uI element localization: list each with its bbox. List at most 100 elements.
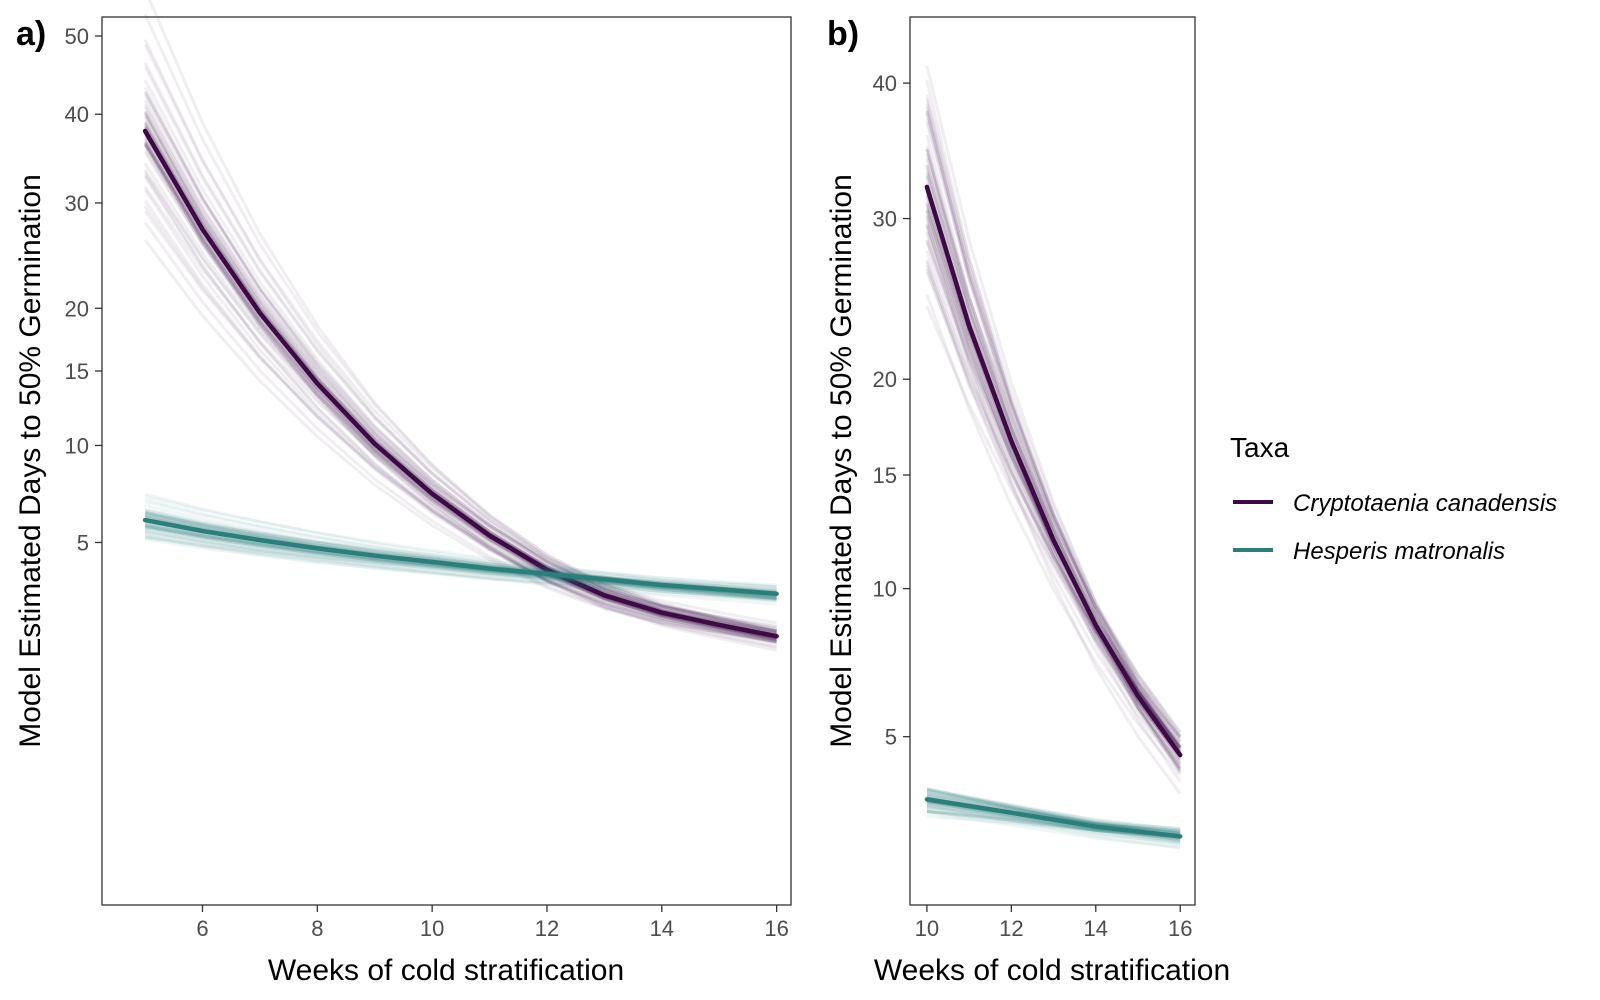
- legend-title: Taxa: [1230, 432, 1290, 463]
- panel-b-cryptotaenia-draw-line: [925, 293, 1182, 776]
- panel-b-cryptotaenia-draw-line: [925, 191, 1182, 734]
- panel-a-cryptotaenia-draw-line: [143, 144, 777, 641]
- panel-b-cryptotaenia-draw-line: [925, 157, 1182, 737]
- panel-a-x-tick-label: 10: [420, 916, 444, 941]
- panel-b-hesperis-draw-line: [926, 795, 1181, 833]
- panel-b-cryptotaenia-draw-line: [925, 106, 1182, 770]
- panel-b-cryptotaenia-draw-line: [925, 134, 1182, 772]
- panel-a-hesperis-draw-line: [144, 531, 777, 597]
- panel-b-cryptotaenia-draw-line: [925, 225, 1182, 759]
- panel-a-cryptotaenia-mean-line: [142, 128, 779, 639]
- panel-b-y-tick-label: 40: [873, 71, 897, 96]
- panel-b-hesperis-draw-line: [926, 805, 1181, 841]
- panel-a-hesperis-draw-line: [144, 495, 777, 594]
- panel-b-cryptotaenia-draw-line: [925, 110, 1182, 774]
- panel-b-y-tick-label: 20: [873, 367, 897, 392]
- panel-a-hesperis-draw-line: [144, 511, 777, 592]
- panel-b-cryptotaenia-draw-line: [925, 153, 1182, 743]
- panel-b-hesperis-draw-line: [926, 808, 1181, 839]
- panel-a-cryptotaenia-draw-line: [143, 173, 777, 645]
- panel-b-cryptotaenia-draw-line: [925, 268, 1182, 758]
- panel-a-y-tick-label: 20: [65, 296, 89, 321]
- panel-b-cryptotaenia-draw-line: [925, 209, 1182, 738]
- panel-a-y-tick-label: 30: [65, 191, 89, 216]
- panel-b-cryptotaenia-draw-line: [925, 172, 1182, 749]
- panel-a-cryptotaenia-draw-line: [143, 79, 777, 636]
- panel-a-x-tick-label: 12: [535, 916, 559, 941]
- panel-b-cryptotaenia-draw-line: [925, 98, 1182, 758]
- panel-a-cryptotaenia-draw-line: [143, 186, 777, 629]
- panel-b-y-axis: 5 10 15 20 30 40: [873, 71, 910, 750]
- panel-b-hesperis-draw-line: [926, 800, 1181, 847]
- panel-b-cryptotaenia-draw-line: [925, 305, 1182, 738]
- panel-a-y-tick-label: 50: [65, 24, 89, 49]
- panel-b-hesperis-draw-line: [926, 791, 1181, 835]
- panel-a-cryptotaenia-draw-line: [143, 239, 777, 643]
- panel-b-y-axis-title: Model Estimated Days to 50% Germination: [825, 174, 858, 748]
- panel-a-cryptotaenia-draw-line: [143, 140, 777, 649]
- panel-a-cryptotaenia-draw-line: [143, 144, 777, 646]
- panel-b-hesperis-draw-line: [926, 806, 1181, 840]
- panel-b-cryptotaenia-draw-line: [925, 103, 1182, 755]
- panel-b-y-tick-label: 5: [885, 725, 897, 750]
- panel-b-x-axis-title: Weeks of cold stratification: [874, 954, 1230, 987]
- panel-a-cryptotaenia-draw-line: [143, 13, 777, 636]
- panel-a-cryptotaenia-draw-line: [143, 93, 777, 633]
- panel-a-cryptotaenia-draw-line: [143, 199, 777, 641]
- panel-a-cryptotaenia-draw-line: [143, 122, 777, 636]
- panel-a-cryptotaenia-draw-line: [143, 175, 777, 644]
- panel-b-hesperis-draw-line: [926, 789, 1181, 836]
- panel-a-cryptotaenia-draw-line: [143, 138, 777, 644]
- panel-b-hesperis-draw-line: [926, 803, 1181, 841]
- panel-a-hesperis-draw-line: [144, 521, 777, 603]
- panel-a-plot-area: [142, 0, 779, 652]
- panel-b-cryptotaenia-draw-line: [925, 210, 1182, 766]
- panel-b: b) 10 12 14 16 5 10 15 20 30 40 Weeks of cold st…: [825, 15, 1230, 987]
- panel-b-hesperis-draw-line: [926, 792, 1181, 836]
- panel-a-cryptotaenia-draw-line: [143, 188, 777, 642]
- panel-a-hesperis-draw-line: [144, 530, 777, 597]
- panel-b-hesperis-draw-line: [926, 810, 1181, 839]
- panel-a-hesperis-draw-line: [144, 511, 777, 589]
- panel-a-cryptotaenia-draw-line: [143, 144, 777, 640]
- panel-b-x-tick-label: 16: [1168, 916, 1192, 941]
- panel-a-hesperis-draw-line: [144, 522, 777, 598]
- panel-b-hesperis-draw-line: [926, 793, 1181, 835]
- panel-b-cryptotaenia-draw-line: [925, 122, 1182, 749]
- panel-b-border: [909, 16, 1196, 906]
- panel-a-cryptotaenia-draw-line: [143, 106, 777, 633]
- panel-b-hesperis-draw-line: [926, 811, 1181, 849]
- panel-b-hesperis-draw-line: [926, 800, 1181, 843]
- panel-b-plot-area: [924, 65, 1183, 850]
- panel-b-hesperis-draw-line: [926, 793, 1181, 835]
- panel-b-cryptotaenia-draw-line: [925, 250, 1182, 758]
- panel-b-cryptotaenia-mean-line: [924, 184, 1183, 758]
- panel-a-cryptotaenia-draw-line: [143, 136, 777, 649]
- panel-b-cryptotaenia-draw-line: [925, 164, 1182, 751]
- panel-b-x-tick-label: 10: [915, 916, 939, 941]
- panel-a-y-axis-title: Model Estimated Days to 50% Germination: [14, 174, 47, 748]
- panel-a-hesperis-draw-line: [144, 529, 777, 606]
- panel-a-hesperis-draw-line: [144, 537, 777, 600]
- panel-a-hesperis-draw-line: [144, 536, 777, 589]
- panel-a-cryptotaenia-draw-line: [143, 91, 777, 634]
- panel-b-y-tick-label: 30: [873, 207, 897, 232]
- panel-a-tag: a): [16, 15, 46, 53]
- panel-b-cryptotaenia-draw-line: [925, 271, 1182, 744]
- panel-b-hesperis-draw-line: [926, 795, 1181, 835]
- panel-a-hesperis-draw-line: [144, 524, 777, 600]
- panel-b-tag: b): [827, 15, 859, 53]
- panel-a-y-tick-label: 10: [65, 433, 89, 458]
- panel-a-y-tick-label: 40: [65, 102, 89, 127]
- panel-b-cryptotaenia-draw-line: [925, 221, 1182, 795]
- panel-a-cryptotaenia-draw-line: [143, 116, 777, 631]
- panel-b-hesperis-mean-line: [924, 797, 1183, 839]
- panel-a-cryptotaenia-draw-line: [143, 149, 777, 641]
- panel-a: a) 6 8 10 12 14 16 5 10 15 20 30 40 50 Weeks of col…: [14, 0, 792, 987]
- panel-a-x-tick-label: 8: [311, 916, 323, 941]
- panel-a-cryptotaenia-draw-line: [143, 126, 777, 635]
- panel-a-x-axis-title: Weeks of cold stratification: [268, 954, 624, 987]
- panel-a-cryptotaenia-draw-line: [143, 221, 777, 644]
- panel-b-cryptotaenia-draw-line: [925, 261, 1182, 771]
